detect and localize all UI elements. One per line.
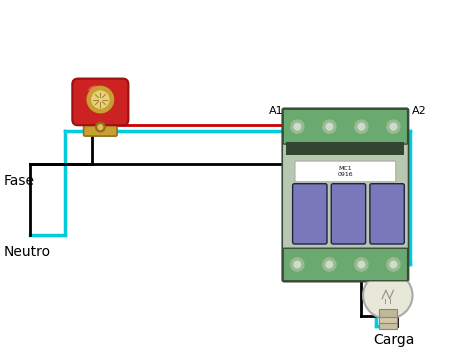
Circle shape <box>355 120 368 133</box>
Circle shape <box>87 86 114 113</box>
Circle shape <box>98 125 103 130</box>
FancyBboxPatch shape <box>283 109 408 144</box>
Circle shape <box>390 261 397 268</box>
Circle shape <box>291 120 304 133</box>
Circle shape <box>387 258 400 271</box>
Circle shape <box>323 120 336 133</box>
Circle shape <box>390 124 397 130</box>
FancyBboxPatch shape <box>283 248 408 281</box>
FancyBboxPatch shape <box>331 184 365 244</box>
Circle shape <box>358 261 365 268</box>
FancyBboxPatch shape <box>286 142 404 155</box>
FancyBboxPatch shape <box>295 161 396 182</box>
FancyBboxPatch shape <box>379 315 397 323</box>
Text: Neutro: Neutro <box>4 245 51 258</box>
Text: Carga: Carga <box>374 333 415 347</box>
Text: Fase: Fase <box>4 174 35 188</box>
Circle shape <box>387 120 400 133</box>
FancyBboxPatch shape <box>282 108 409 282</box>
Circle shape <box>326 124 333 130</box>
Circle shape <box>96 122 105 132</box>
Circle shape <box>92 91 109 108</box>
FancyBboxPatch shape <box>370 184 404 244</box>
Text: MC1
0916: MC1 0916 <box>337 166 353 177</box>
Circle shape <box>294 261 301 268</box>
FancyBboxPatch shape <box>83 118 117 136</box>
Circle shape <box>291 258 304 271</box>
FancyBboxPatch shape <box>379 322 397 329</box>
FancyBboxPatch shape <box>73 79 128 125</box>
FancyBboxPatch shape <box>379 310 397 317</box>
Circle shape <box>355 258 368 271</box>
Ellipse shape <box>363 272 412 319</box>
Circle shape <box>326 261 333 268</box>
Circle shape <box>358 124 365 130</box>
Circle shape <box>323 258 336 271</box>
Ellipse shape <box>89 86 103 94</box>
Text: A1: A1 <box>269 106 283 116</box>
Text: A2: A2 <box>412 106 427 116</box>
FancyBboxPatch shape <box>292 184 327 244</box>
Circle shape <box>294 124 301 130</box>
